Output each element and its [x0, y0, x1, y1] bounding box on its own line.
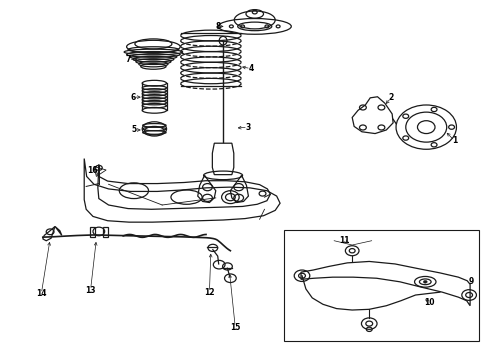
Text: 12: 12	[204, 288, 215, 297]
Text: 3: 3	[245, 123, 250, 132]
Text: 5: 5	[131, 126, 137, 135]
Text: 13: 13	[85, 285, 96, 294]
Text: 2: 2	[389, 93, 394, 102]
Text: 15: 15	[230, 323, 241, 332]
Circle shape	[423, 280, 427, 283]
Text: 6: 6	[131, 93, 136, 102]
Bar	[284, 230, 479, 341]
Text: 11: 11	[339, 235, 350, 244]
Text: 9: 9	[469, 277, 474, 286]
Text: 10: 10	[424, 298, 435, 307]
Text: 8: 8	[216, 22, 221, 31]
Text: 1: 1	[452, 136, 457, 145]
Text: 14: 14	[36, 289, 47, 298]
Text: 16: 16	[87, 166, 97, 175]
Text: 7: 7	[126, 55, 131, 64]
Text: 4: 4	[248, 64, 253, 73]
